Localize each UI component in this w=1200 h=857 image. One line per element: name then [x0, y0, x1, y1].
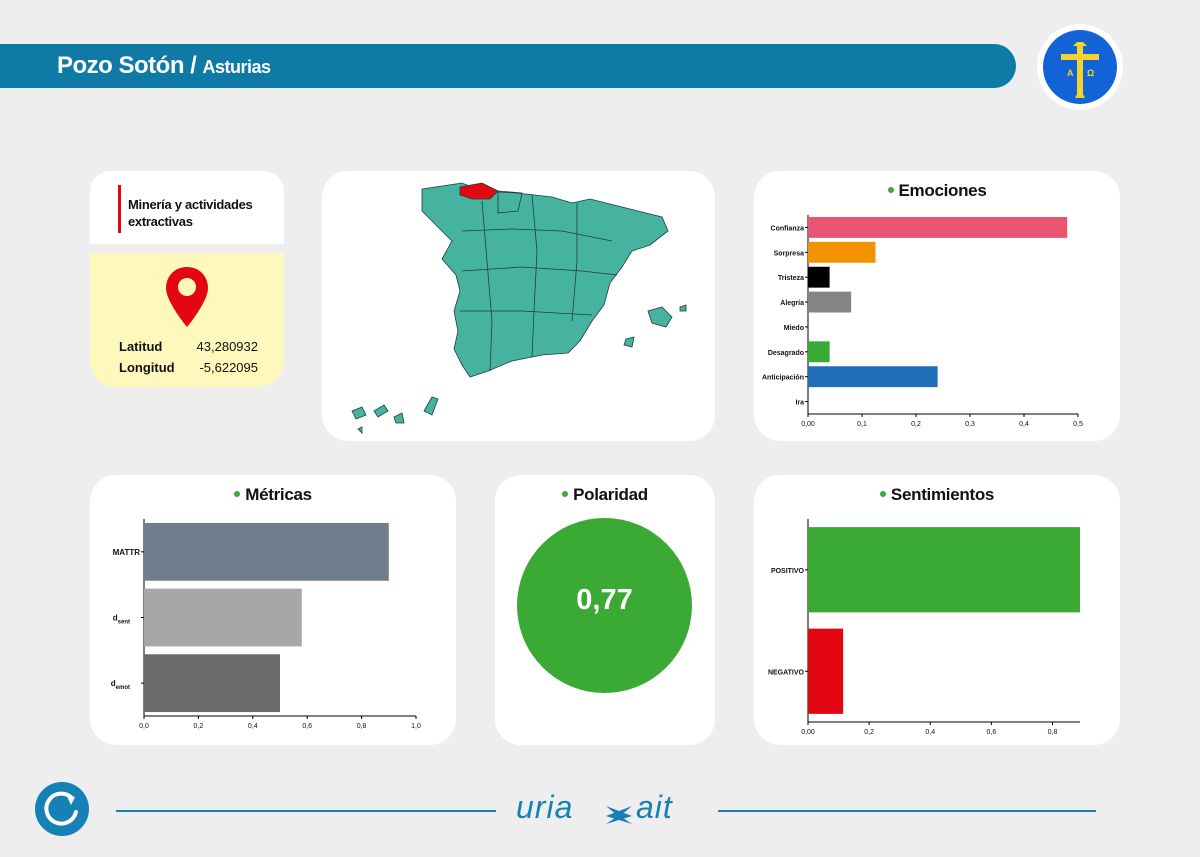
emotions-title: Emociones: [754, 181, 1120, 201]
x-tick-label: 0,6: [302, 723, 312, 730]
emotions-card: Emociones 0,00 0,1 0,2 0,3 0,4 0,5 Confianza So…: [754, 171, 1120, 441]
x-tick-label: 0,0: [139, 723, 149, 730]
spain-map-card: [322, 171, 715, 441]
latitude-value: 43,280932: [196, 339, 258, 354]
polarity-value: 0,77: [576, 584, 633, 616]
uriaxait-logo: uria ait: [510, 786, 700, 838]
metrics-title: Métricas: [90, 485, 456, 505]
x-tick-label: 0,5: [1073, 421, 1083, 428]
longitude-label: Longitud: [119, 360, 175, 375]
region-name: Asturias: [202, 57, 272, 77]
x-tick-label: 0,2: [194, 723, 204, 730]
spain-mainland: [421, 182, 669, 378]
category-label: NEGATIVO: [768, 669, 805, 676]
bar-d: [144, 654, 280, 713]
x-tick-label: 0,1: [857, 421, 867, 428]
longitude-value: -5,622095: [199, 360, 258, 375]
bar-sorpresa: [808, 241, 876, 263]
sentiments-title: Sentimientos: [754, 485, 1120, 505]
category-label: Minería y actividades extractivas: [128, 197, 253, 229]
category-label: Sorpresa: [774, 250, 804, 257]
latitude-label: Latitud: [119, 339, 163, 354]
polarity-circle: 0,77: [517, 518, 692, 693]
bar-confianza: [808, 216, 1068, 238]
footer-divider-right: [718, 810, 1096, 812]
category-label: Alegría: [780, 300, 804, 307]
bar-alegría: [808, 291, 852, 313]
x-tick-label: 0,3: [965, 421, 975, 428]
svg-text:ait: ait: [636, 789, 673, 825]
asturias-region: [459, 182, 499, 200]
balearic-islands: [647, 306, 673, 328]
metrics-card: Métricas 0,0 0,2 0,4 0,6 0,8 1,0 MATTR dsent dem…: [90, 475, 456, 745]
x-tick-label: 0,2: [864, 729, 874, 736]
category-card: Minería y actividades extractivas: [90, 171, 284, 244]
x-tick-label: 0,4: [925, 729, 935, 736]
refresh-icon: [44, 791, 78, 826]
bar-d: [144, 588, 302, 647]
sentiments-card: Sentimientos 0,00 0,2 0,4 0,6 0,8 POSITIVO NEG…: [754, 475, 1120, 745]
x-tick-label: 0,8: [357, 723, 367, 730]
category-label: demot: [111, 679, 130, 691]
bar-negativo: [808, 628, 844, 714]
svg-text:Ω: Ω: [1087, 68, 1094, 78]
bar-mattr: [144, 522, 389, 581]
page-title: Pozo Sotón / Asturias: [57, 52, 272, 79]
category-label: MATTR: [113, 548, 141, 557]
asturias-flag-icon: A Ω: [1037, 24, 1123, 110]
category-label: POSITIVO: [771, 568, 805, 575]
svg-text:A: A: [1067, 68, 1074, 78]
category-label: Desagrado: [768, 350, 804, 357]
refresh-button[interactable]: [35, 782, 89, 836]
bar-tristeza: [808, 266, 830, 288]
category-label: Tristeza: [778, 275, 804, 282]
category-label: Confianza: [771, 225, 805, 232]
category-label: Miedo: [784, 325, 804, 332]
header-band: Pozo Sotón / Asturias: [0, 44, 1016, 88]
canary-islands: [351, 396, 439, 434]
x-tick-label: 0,8: [1048, 729, 1058, 736]
map-pin-icon: [166, 267, 208, 327]
x-tick-label: 0,4: [248, 723, 258, 730]
bar-positivo: [808, 527, 1080, 613]
x-tick-label: 0,00: [801, 421, 815, 428]
x-tick-label: 0,2: [911, 421, 921, 428]
category-label: Ira: [795, 400, 804, 407]
polarity-card: Polaridad 0,77: [495, 475, 715, 745]
emotions-chart: 0,00 0,1 0,2 0,3 0,4 0,5 Confianza Sorpresa Tris…: [762, 215, 1083, 428]
category-label: dsent: [113, 614, 130, 626]
x-tick-label: 0,00: [801, 729, 815, 736]
bar-desagrado: [808, 341, 830, 363]
bar-anticipación: [808, 366, 938, 388]
x-tick-label: 0,6: [987, 729, 997, 736]
polarity-title: Polaridad: [495, 485, 715, 505]
x-tick-label: 1,0: [411, 723, 421, 730]
location-card: Latitud 43,280932 Longitud -5,622095: [90, 253, 284, 387]
sentiments-chart: 0,00 0,2 0,4 0,6 0,8 POSITIVO NEGATIVO: [768, 519, 1080, 736]
x-tick-label: 0,4: [1019, 421, 1029, 428]
spain-map: [351, 182, 687, 434]
svg-text:uria: uria: [516, 789, 573, 825]
footer-divider-left: [116, 810, 496, 812]
category-accent: [118, 185, 121, 233]
metrics-chart: 0,0 0,2 0,4 0,6 0,8 1,0 MATTR dsent demot: [111, 519, 421, 730]
category-label: Anticipación: [762, 375, 804, 382]
